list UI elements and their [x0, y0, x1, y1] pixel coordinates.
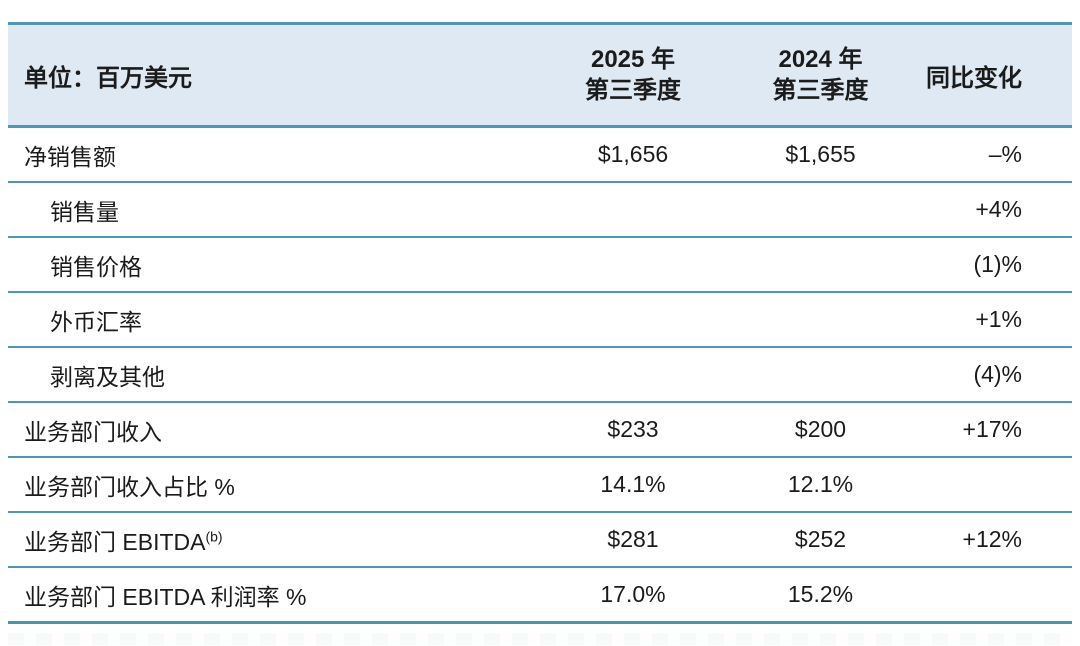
- column-header-yoy-change: 同比变化: [926, 64, 1022, 92]
- row-label: 外币汇率: [8, 303, 538, 337]
- row-label-text: 业务部门 EBITDA 利润率 %: [24, 583, 307, 610]
- table-header-row: 单位：百万美元 2025 年 第三季度 2024 年 第三季度 同比变化: [8, 22, 1072, 128]
- cell-yoy-change: –%: [988, 141, 1022, 167]
- row-label: 销售价格: [8, 248, 538, 282]
- table-row: 业务部门收入占比 % 14.1% 12.1%: [8, 458, 1072, 513]
- row-label: 业务部门 EBITDA 利润率 %: [8, 578, 538, 612]
- financial-results-table: 单位：百万美元 2025 年 第三季度 2024 年 第三季度 同比变化 净销售…: [8, 22, 1072, 624]
- table-row: 业务部门收入 $233 $200 +17%: [8, 403, 1072, 458]
- row-label-text: 销售价格: [50, 253, 142, 280]
- table-row: 业务部门 EBITDA(b) $281 $252 +12%: [8, 513, 1072, 568]
- row-label-text: 业务部门收入: [24, 418, 162, 445]
- row-label-text: 外币汇率: [50, 308, 142, 335]
- bottom-watermark-pattern: [8, 633, 1072, 645]
- row-label-text: 销售量: [50, 198, 119, 225]
- cell-q3-2025: $1,656: [597, 141, 669, 167]
- cell-q3-2025: $233: [607, 416, 659, 442]
- row-label: 业务部门收入占比 %: [8, 468, 538, 502]
- column-header-q3-2024-line2: 第三季度: [772, 77, 869, 104]
- table-row: 业务部门 EBITDA 利润率 % 17.0% 15.2%: [8, 568, 1072, 624]
- row-label: 销售量: [8, 193, 538, 227]
- cell-q3-2024: 12.1%: [787, 471, 854, 497]
- row-label: 剥离及其他: [8, 358, 538, 392]
- row-label: 净销售额: [8, 138, 538, 172]
- cell-yoy-change: (1)%: [973, 251, 1022, 277]
- table-row: 销售价格 (1)%: [8, 238, 1072, 293]
- cell-q3-2025: $281: [607, 526, 659, 552]
- table-body: 净销售额 $1,656 $1,655 –% 销售量 +4% 销售价格 (1)% 外币汇率 +1% 剥…: [8, 128, 1072, 624]
- column-header-q3-2025: 2025 年 第三季度: [538, 44, 728, 106]
- row-label: 业务部门 EBITDA(b): [8, 523, 538, 557]
- cell-yoy-change: +4%: [975, 196, 1022, 222]
- row-label-text: 净销售额: [24, 143, 116, 170]
- cell-yoy-change: (4)%: [973, 361, 1022, 387]
- column-header-q3-2024-line1: 2024 年: [778, 46, 863, 73]
- cell-q3-2024: $1,655: [785, 141, 856, 167]
- cell-q3-2024: 15.2%: [787, 581, 854, 607]
- table-row: 销售量 +4%: [8, 183, 1072, 238]
- footnote-marker: (b): [205, 527, 223, 544]
- cell-q3-2024: $252: [794, 526, 847, 552]
- row-label: 业务部门收入: [8, 413, 538, 447]
- column-header-q3-2024: 2024 年 第三季度: [728, 44, 913, 106]
- table-row: 外币汇率 +1%: [8, 293, 1072, 348]
- row-label-text: 业务部门收入占比 %: [24, 473, 235, 500]
- cell-q3-2024: $200: [794, 416, 847, 442]
- cell-yoy-change: +12%: [962, 526, 1022, 552]
- row-label-text: 业务部门 EBITDA: [24, 528, 206, 555]
- cell-yoy-change: +1%: [975, 306, 1022, 332]
- column-header-q3-2025-line2: 第三季度: [585, 77, 681, 104]
- unit-label: 单位：百万美元: [24, 64, 192, 92]
- cell-q3-2025: 17.0%: [600, 581, 666, 607]
- table-row: 净销售额 $1,656 $1,655 –%: [8, 128, 1072, 183]
- table-row: 剥离及其他 (4)%: [8, 348, 1072, 403]
- cell-q3-2025: 14.1%: [600, 471, 666, 497]
- row-label-text: 剥离及其他: [50, 363, 165, 390]
- column-header-q3-2025-line1: 2025 年: [590, 46, 676, 73]
- cell-yoy-change: +17%: [962, 416, 1022, 442]
